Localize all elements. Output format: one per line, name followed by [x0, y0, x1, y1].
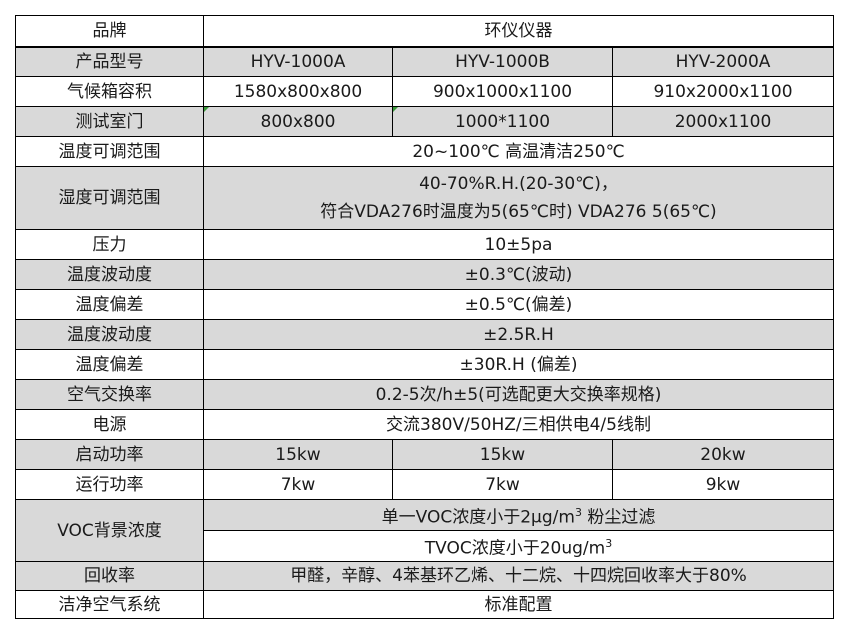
label-hum-range: 湿度可调范围: [15, 166, 204, 230]
cell-marker-icon: [393, 107, 398, 112]
hum-range-line2: 符合VDA276时温度为5(65℃时) VDA276 5(65℃): [320, 202, 717, 222]
voc-line2-sup: 3: [605, 536, 613, 550]
label-model: 产品型号: [15, 46, 204, 77]
run-power-1: 7kw: [203, 469, 393, 500]
door-2-text: 1000*1100: [454, 111, 551, 132]
label-volume: 气候箱容积: [15, 76, 204, 107]
run-power-2: 7kw: [392, 469, 613, 500]
value-recovery: 甲醛，辛醇、4苯基环乙烯、十二烷、十四烷回收率大于80%: [203, 561, 834, 591]
label-power: 电源: [15, 409, 204, 440]
voc-line1: 单一VOC浓度小于2μg/m: [381, 507, 575, 528]
door-2: 1000*1100: [392, 106, 613, 137]
value-hum-range: 40-70%R.H.(20-30℃)， 符合VDA276时温度为5(65℃时) V…: [203, 166, 834, 230]
label-temp-range: 温度可调范围: [15, 136, 204, 167]
label-pressure: 压力: [15, 229, 204, 260]
label-temp-fluct: 温度波动度: [15, 259, 204, 290]
model-3: HYV-2000A: [612, 46, 834, 77]
start-power-3: 20kw: [612, 439, 834, 470]
hum-range-line1: 40-70%R.H.(20-30℃)，: [419, 174, 618, 194]
door-1: 800x800: [203, 106, 393, 137]
label-start-power: 启动功率: [15, 439, 204, 470]
model-2: HYV-1000B: [392, 46, 613, 77]
volume-3: 910x2000x1100: [612, 76, 834, 107]
volume-2: 900x1000x1100: [392, 76, 613, 107]
label-run-power: 运行功率: [15, 469, 204, 500]
value-brand: 环仪仪器: [203, 15, 834, 48]
voc-line2: TVOC浓度小于20ug/m: [424, 538, 606, 559]
label-hum-fluct: 温度波动度: [15, 319, 204, 350]
value-voc-2: TVOC浓度小于20ug/m3: [203, 530, 834, 562]
value-clean-air: 标准配置: [203, 590, 834, 619]
value-pressure: 10±5pa: [203, 229, 834, 260]
label-hum-dev: 温度偏差: [15, 349, 204, 380]
label-door: 测试室门: [15, 106, 204, 137]
start-power-2: 15kw: [392, 439, 613, 470]
door-1-text: 800x800: [260, 111, 336, 132]
label-brand: 品牌: [15, 15, 204, 48]
label-recovery: 回收率: [15, 561, 204, 591]
label-clean-air: 洁净空气系统: [15, 590, 204, 619]
model-1: HYV-1000A: [203, 46, 393, 77]
spec-table: 品牌 环仪仪器 产品型号 HYV-1000A HYV-1000B HYV-2000A 气…: [15, 15, 834, 619]
value-temp-range: 20~100℃ 高温清洁250℃: [203, 136, 834, 167]
run-power-3: 9kw: [612, 469, 834, 500]
label-air-exchange: 空气交换率: [15, 379, 204, 410]
cell-marker-icon: [204, 107, 209, 112]
value-hum-fluct: ±2.5R.H: [203, 319, 834, 350]
value-temp-fluct: ±0.3℃(波动): [203, 259, 834, 290]
door-3: 2000x1100: [612, 106, 834, 137]
value-air-exchange: 0.2-5次/h±5(可选配更大交换率规格): [203, 379, 834, 410]
label-voc: VOC背景浓度: [15, 499, 204, 562]
value-voc-1: 单一VOC浓度小于2μg/m3 粉尘过滤: [203, 499, 834, 531]
value-hum-dev: ±30R.H (偏差): [203, 349, 834, 380]
volume-1: 1580x800x800: [203, 76, 393, 107]
voc-line1-sup: 3: [574, 505, 582, 519]
value-power: 交流380V/50HZ/三相供电4/5线制: [203, 409, 834, 440]
voc-line1-tail: 粉尘过滤: [581, 507, 656, 528]
label-temp-dev: 温度偏差: [15, 289, 204, 320]
start-power-1: 15kw: [203, 439, 393, 470]
value-temp-dev: ±0.5℃(偏差): [203, 289, 834, 320]
